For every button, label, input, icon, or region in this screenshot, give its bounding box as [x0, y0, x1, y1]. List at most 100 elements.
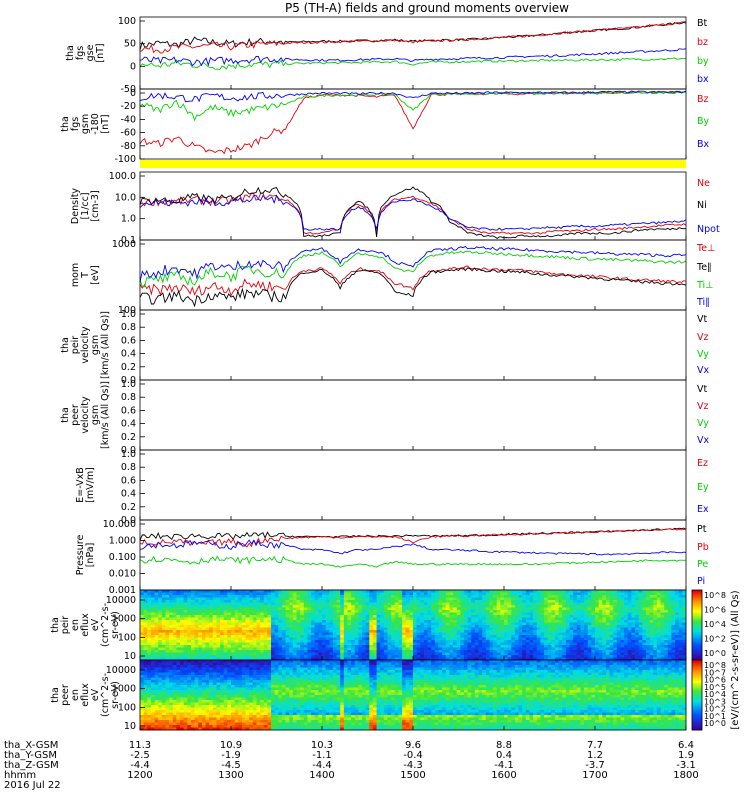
spectrogram-cell	[307, 590, 312, 593]
spectrogram-cell	[154, 695, 159, 698]
spectrogram-cell	[667, 635, 672, 638]
spectrogram-cell	[562, 625, 567, 628]
spectrogram-cell	[682, 617, 687, 621]
spectrogram-cell	[267, 652, 272, 656]
spectrogram-cell	[354, 630, 359, 633]
spectrogram-cell	[289, 605, 294, 608]
spectrogram-cell	[409, 652, 414, 656]
spectrogram-cell	[511, 640, 516, 643]
spectrogram-cell	[518, 657, 523, 661]
spectrogram-cell	[183, 682, 188, 686]
spectrogram-cell	[165, 597, 170, 601]
spectrogram-cell	[383, 642, 388, 646]
spectrogram-cell	[642, 595, 647, 598]
spectrogram-cell	[682, 590, 687, 593]
spectrogram-cell	[351, 637, 356, 641]
spectrogram-cell	[278, 630, 283, 633]
spectrogram-cell	[198, 592, 203, 596]
spectrogram-cell	[180, 672, 185, 676]
spectrogram-cell	[558, 642, 563, 646]
spectrogram-cell	[635, 652, 640, 656]
spectrogram-cell	[154, 652, 159, 656]
spectrogram-cell	[365, 625, 370, 628]
spectrogram-cell	[154, 705, 159, 708]
spectrogram-cell	[216, 627, 221, 631]
spectrogram-cell	[584, 650, 589, 653]
spectrogram-cell	[267, 635, 272, 638]
spectrogram-cell	[638, 650, 643, 653]
spectrogram-cell	[656, 620, 661, 623]
spectrogram-cell	[150, 655, 155, 658]
spectrogram-cell	[318, 620, 323, 623]
series-line	[139, 528, 687, 548]
spectrogram-cell	[453, 602, 458, 606]
spectrogram-cell	[391, 615, 396, 618]
spectrogram-cell	[332, 595, 337, 598]
spectrogram-cell	[442, 637, 447, 641]
spectrogram-cell	[398, 625, 403, 628]
spectrogram-cell	[445, 602, 450, 606]
spectrogram-cell	[522, 605, 527, 608]
spectrogram-cell	[678, 632, 683, 636]
spectrogram-cell	[238, 650, 243, 653]
spectrogram-cell	[172, 677, 177, 681]
spectrogram-cell	[271, 652, 276, 656]
spectrogram-cell	[161, 650, 166, 653]
spectrogram-cell	[154, 717, 159, 721]
spectrogram-cell	[180, 620, 185, 623]
spectrogram-cell	[369, 590, 374, 593]
spectrogram-cell	[558, 590, 563, 593]
spectrogram-cell	[161, 725, 166, 728]
spectrogram-cell	[150, 657, 155, 661]
spectrogram-cell	[656, 597, 661, 601]
spectrogram-cell	[565, 622, 570, 626]
spectrogram-cell	[485, 647, 490, 651]
spectrogram-cell	[489, 602, 494, 606]
spectrogram-cell	[518, 607, 523, 611]
spectrogram-cell	[150, 687, 155, 691]
spectrogram-cell	[576, 597, 581, 601]
spectrogram-cell	[260, 615, 265, 618]
y-tick-label: 0.2	[121, 362, 136, 373]
spectrogram-cell	[150, 652, 155, 656]
spectrogram-cell	[664, 620, 669, 623]
spectrogram-cell	[635, 615, 640, 618]
spectrogram-cell	[420, 645, 425, 648]
spectrogram-cell	[500, 610, 505, 613]
spectrogram-cell	[423, 592, 428, 596]
spectrogram-cell	[522, 642, 527, 646]
spectrogram-cell	[616, 652, 621, 656]
spectrogram-cell	[209, 590, 214, 593]
spectrogram-cell	[300, 617, 305, 621]
spectrogram-cell	[671, 620, 676, 623]
spectrogram-cell	[296, 650, 301, 653]
spectrogram-cell	[176, 605, 181, 608]
spectrogram-cell	[212, 612, 217, 616]
spectrogram-cell	[493, 640, 498, 643]
spectrogram-cell	[529, 600, 534, 603]
spectrogram-cell	[533, 627, 538, 631]
spectrogram-cell	[573, 612, 578, 616]
spectrogram-cell	[624, 635, 629, 638]
spectrogram-cell	[158, 600, 163, 603]
spectrogram-cell	[580, 657, 585, 661]
spectrogram-cell	[376, 615, 381, 618]
spectrogram-cell	[190, 615, 195, 618]
spectrogram-cell	[220, 590, 225, 593]
spectrogram-cell	[238, 630, 243, 633]
spectrogram-cell	[682, 650, 687, 653]
spectrogram-cell	[474, 625, 479, 628]
spectrogram-cell	[347, 597, 352, 601]
spectrogram-cell	[354, 620, 359, 623]
y-axis-label: [eV]	[90, 265, 101, 285]
spectrogram-cell	[198, 602, 203, 606]
spectrogram-cell	[238, 645, 243, 648]
colorbar-step	[692, 593, 702, 596]
spectrogram-cell	[569, 605, 574, 608]
spectrogram-cell	[158, 625, 163, 628]
spectrogram-cell	[573, 622, 578, 626]
spectrogram-cell	[303, 602, 308, 606]
spectrogram-cell	[620, 635, 625, 638]
spectrogram-cell	[180, 637, 185, 641]
spectrogram-cell	[569, 615, 574, 618]
